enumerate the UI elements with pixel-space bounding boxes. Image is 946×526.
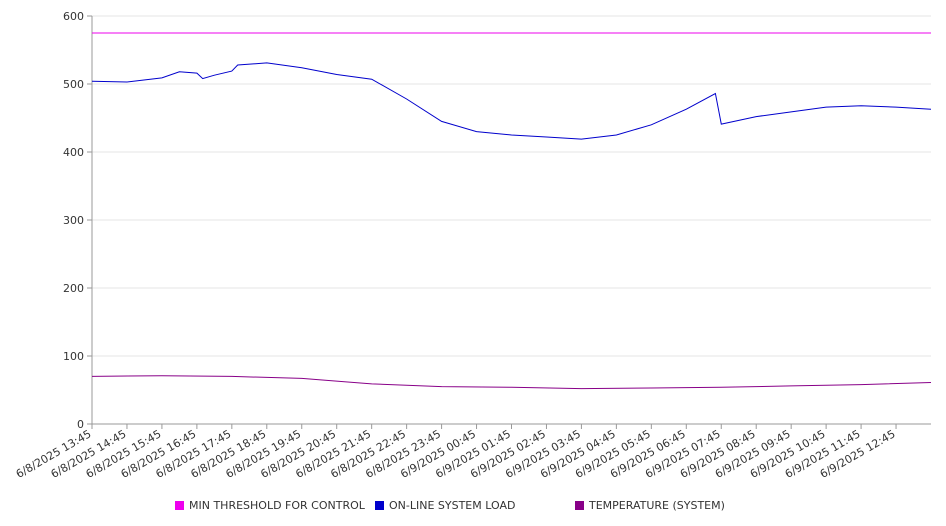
y-tick-label: 600 (63, 10, 84, 23)
y-tick-label: 300 (63, 214, 84, 227)
legend-label: MIN THRESHOLD FOR CONTROL (189, 499, 365, 512)
y-tick-label: 500 (63, 78, 84, 91)
series-group (91, 32, 932, 390)
legend-swatch (175, 501, 184, 510)
grid-lines (92, 15, 931, 357)
legend-item: TEMPERATURE (SYSTEM) (575, 499, 725, 512)
legend-label: TEMPERATURE (SYSTEM) (589, 499, 725, 512)
legend-swatch (375, 501, 384, 510)
series-line-on-line-system-load (91, 62, 932, 140)
y-tick-label: 400 (63, 146, 84, 159)
legend-swatch (575, 501, 584, 510)
y-axis: 0 100 200 300 400 500 600 (63, 10, 93, 431)
y-tick-label: 200 (63, 282, 84, 295)
legend-item: MIN THRESHOLD FOR CONTROL (175, 499, 365, 512)
y-tick-label: 0 (77, 418, 84, 431)
series-line-temperature-system (91, 375, 932, 390)
legend-item: ON-LINE SYSTEM LOAD (375, 499, 515, 512)
legend-label: ON-LINE SYSTEM LOAD (389, 499, 516, 512)
y-tick-label: 100 (63, 350, 84, 363)
x-axis: 6/8/2025 13:456/8/2025 14:456/8/2025 15:… (14, 423, 931, 481)
